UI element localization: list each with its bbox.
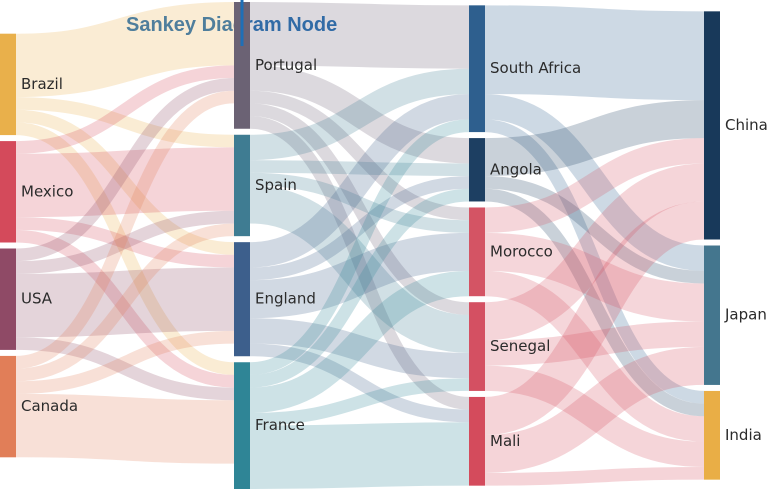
link-angola-to-china	[484, 100, 705, 177]
link-brazil-to-england	[15, 109, 235, 255]
node-label-canada: Canada	[21, 397, 78, 415]
link-morocco-to-india	[484, 270, 705, 442]
link-canada-to-england	[15, 330, 235, 394]
link-usa-to-france	[15, 337, 235, 401]
link-brazil-to-spain	[15, 97, 235, 148]
node-mali	[469, 396, 485, 486]
link-spain-to-senegal	[249, 185, 470, 353]
node-label-spain: Spain	[255, 176, 297, 194]
node-brazil	[0, 33, 16, 136]
link-mexico-to-france	[15, 229, 235, 388]
link-usa-to-spain	[15, 210, 235, 274]
link-usa-to-england	[15, 267, 235, 338]
link-france-to-morocco	[249, 270, 470, 413]
node-label-france: France	[255, 416, 305, 434]
link-mali-to-japan	[484, 346, 705, 473]
node-mexico	[0, 141, 16, 243]
node-south-africa	[469, 5, 485, 133]
link-south-africa-to-india	[484, 119, 705, 404]
link-spain-to-morocco	[249, 172, 470, 233]
nodes-layer	[0, 2, 720, 489]
link-portugal-to-mali	[249, 116, 470, 410]
link-south-africa-to-china	[484, 5, 705, 101]
link-canada-to-spain	[15, 223, 235, 382]
node-label-india: India	[725, 426, 762, 444]
link-senegal-to-japan	[484, 321, 705, 366]
link-mexico-to-spain	[15, 147, 235, 218]
link-south-africa-to-japan	[484, 94, 705, 271]
link-brazil-to-portugal	[15, 2, 235, 98]
node-label-senegal: Senegal	[490, 337, 550, 355]
node-label-south-africa: South Africa	[490, 59, 581, 77]
link-usa-to-portugal	[15, 78, 235, 262]
link-portugal-to-morocco	[249, 90, 470, 221]
link-england-to-south-africa	[249, 94, 470, 268]
node-france	[234, 362, 250, 489]
link-canada-to-france	[15, 393, 235, 464]
node-portugal	[234, 2, 250, 129]
link-brazil-to-france	[15, 122, 235, 375]
link-portugal-to-south-africa	[249, 2, 470, 69]
node-label-mali: Mali	[490, 432, 520, 450]
node-usa	[0, 248, 16, 350]
link-france-to-mali	[249, 422, 470, 490]
node-japan	[704, 245, 720, 385]
node-spain	[234, 134, 250, 237]
link-senegal-to-india	[484, 365, 705, 467]
annotation-title: Sankey Diagram Node	[126, 14, 338, 36]
node-england	[234, 242, 250, 357]
link-mexico-to-portugal	[15, 65, 235, 154]
link-morocco-to-china	[484, 138, 705, 233]
node-label-morocco: Morocco	[490, 242, 553, 260]
link-angola-to-india	[484, 188, 705, 417]
link-angola-to-japan	[484, 176, 705, 284]
node-china	[704, 11, 720, 240]
node-label-usa: USA	[21, 290, 53, 308]
node-label-portugal: Portugal	[255, 56, 317, 74]
link-spain-to-angola	[249, 160, 470, 177]
link-portugal-to-angola	[249, 65, 470, 164]
links-layer	[15, 2, 706, 490]
node-india	[704, 390, 720, 480]
node-label-mexico: Mexico	[21, 182, 73, 200]
link-france-to-angola	[249, 188, 470, 388]
link-england-to-morocco	[249, 232, 470, 319]
node-label-angola: Angola	[490, 160, 542, 178]
node-senegal	[469, 302, 485, 391]
link-france-to-south-africa	[249, 119, 470, 375]
link-mali-to-india	[484, 466, 705, 486]
node-morocco	[469, 207, 485, 297]
link-canada-to-portugal	[15, 90, 235, 369]
link-france-to-senegal	[249, 378, 470, 426]
annotation-arrow-icon	[240, 0, 244, 46]
link-england-to-mali	[249, 343, 470, 423]
link-morocco-to-japan	[484, 232, 705, 322]
node-canada	[0, 355, 16, 458]
node-label-england: England	[255, 290, 316, 308]
node-label-japan: Japan	[724, 306, 767, 324]
node-label-brazil: Brazil	[21, 75, 63, 93]
link-england-to-angola	[249, 176, 470, 281]
labels-layer: Brazil Mexico USA Canada Portugal Spain Englan…	[21, 56, 768, 450]
link-spain-to-south-africa	[249, 68, 470, 161]
link-portugal-to-senegal	[249, 103, 470, 315]
node-angola	[469, 138, 485, 202]
node-label-china: China	[725, 116, 768, 134]
link-mali-to-china	[483, 201, 706, 435]
link-mexico-to-england	[15, 217, 235, 268]
link-senegal-to-china	[484, 163, 705, 341]
link-england-to-senegal	[249, 318, 470, 379]
